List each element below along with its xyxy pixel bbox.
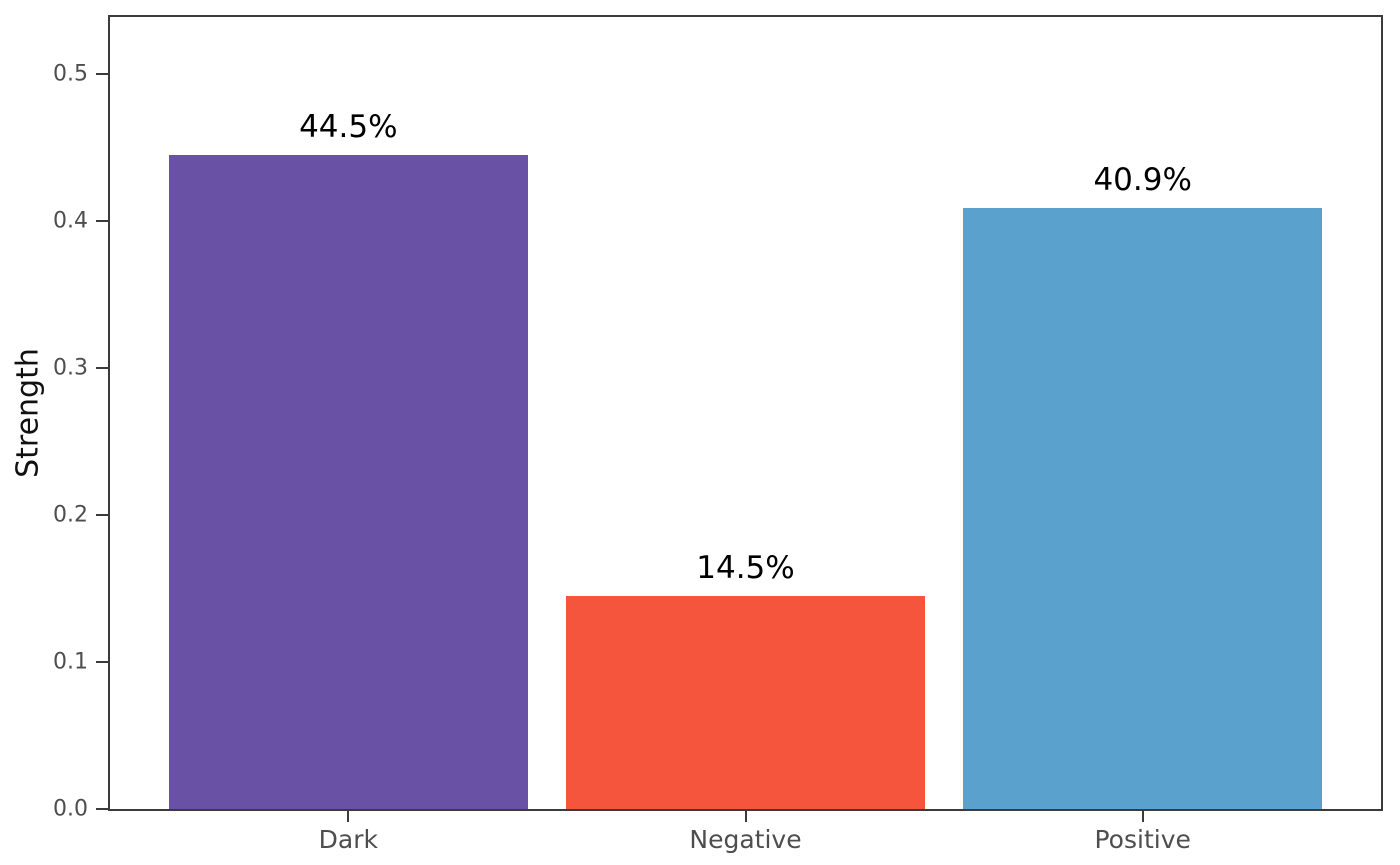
y-tick-label: 0.0 [53,796,88,822]
y-tick-mark [96,220,108,223]
x-tick-mark [744,811,747,822]
x-tick-label-positive: Positive [1094,825,1191,854]
y-tick-mark [96,73,108,76]
y-tick-label: 0.1 [53,649,88,675]
y-tick-label: 0.4 [53,208,88,234]
y-tick-label: 0.3 [53,355,88,381]
y-axis-title: Strength [10,348,46,478]
x-tick-label-dark: Dark [318,825,378,854]
y-tick-mark [96,808,108,810]
y-tick-mark [96,367,108,370]
x-tick-mark [1141,811,1144,822]
y-tick-label: 0.2 [53,502,88,528]
bar-positive [962,208,1323,809]
bar-value-label: 44.5% [299,109,398,146]
bar-value-label: 14.5% [696,549,795,586]
bar-dark [168,155,529,809]
y-tick-mark [96,661,108,664]
bar-negative [565,595,926,809]
x-tick-label-negative: Negative [689,825,802,854]
x-tick-mark [347,811,350,822]
plot-area: 0.0 0.1 0.2 0.3 0.4 0.5 Dark Negative Positive … [53,15,1383,854]
bar-value-label: 40.9% [1093,162,1192,199]
y-tick-label: 0.5 [53,61,88,87]
y-tick-mark [96,514,108,517]
